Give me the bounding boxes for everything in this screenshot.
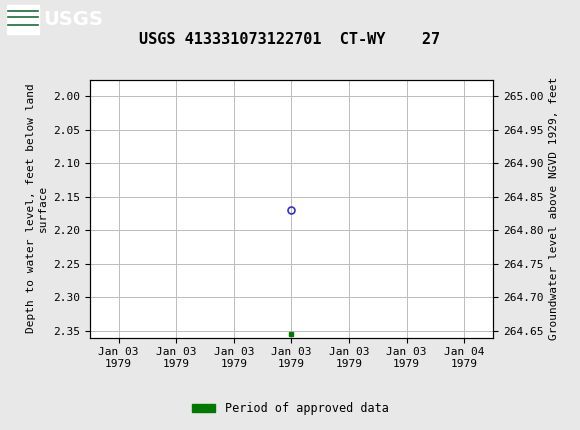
FancyBboxPatch shape [7, 5, 39, 34]
Y-axis label: Groundwater level above NGVD 1929, feet: Groundwater level above NGVD 1929, feet [549, 77, 559, 340]
Text: USGS 413331073122701  CT-WY    27: USGS 413331073122701 CT-WY 27 [139, 32, 441, 47]
Text: USGS: USGS [44, 10, 103, 29]
Legend: Period of approved data: Period of approved data [187, 397, 393, 420]
Y-axis label: Depth to water level, feet below land
surface: Depth to water level, feet below land su… [26, 84, 48, 333]
